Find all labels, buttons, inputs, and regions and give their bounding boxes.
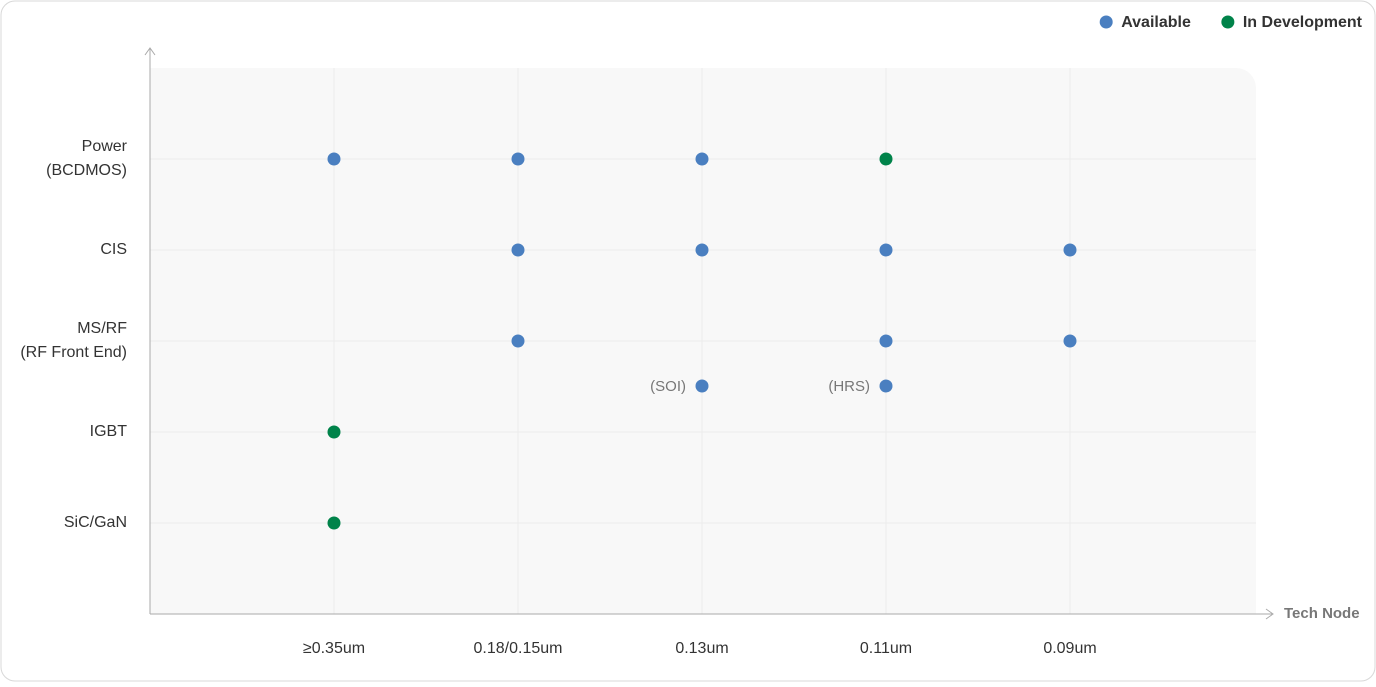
dot [695,152,709,166]
legend-label: In Development [1243,14,1363,31]
y-tick-label: MS/RF [77,320,127,337]
legend-dot [1221,15,1235,29]
x-axis-label: Tech Node [1284,605,1360,622]
dot [879,334,893,348]
y-tick-label: CIS [100,241,127,258]
dot [327,516,341,530]
dot [695,243,709,257]
annotation: (SOI) [650,378,686,395]
dot [1063,334,1077,348]
dot [1063,243,1077,257]
x-axis-arrow [1265,608,1274,620]
y-tick-label: SiC/GaN [64,514,127,531]
y-tick-label: Power [82,138,128,155]
dot [695,379,709,393]
dot [511,243,525,257]
x-tick-label: 0.09um [1043,640,1096,657]
x-tick-label: 0.11um [860,640,912,657]
x-tick-label: ≥0.35um [303,640,365,657]
dot [879,243,893,257]
x-tick-label: 0.18/0.15um [474,640,563,657]
dot [511,152,525,166]
x-tick-label: 0.13um [675,640,728,657]
dot [511,334,525,348]
dot [879,379,893,393]
y-tick-label: (RF Front End) [20,344,127,361]
y-tick-label: (BCDMOS) [46,162,127,179]
annotation: (HRS) [828,378,870,395]
legend-label: Available [1121,14,1191,31]
dot [879,152,893,166]
dot [327,152,341,166]
dot [327,425,341,439]
y-tick-label: IGBT [90,423,128,440]
legend-dot [1099,15,1113,29]
y-axis-arrow [144,47,156,56]
